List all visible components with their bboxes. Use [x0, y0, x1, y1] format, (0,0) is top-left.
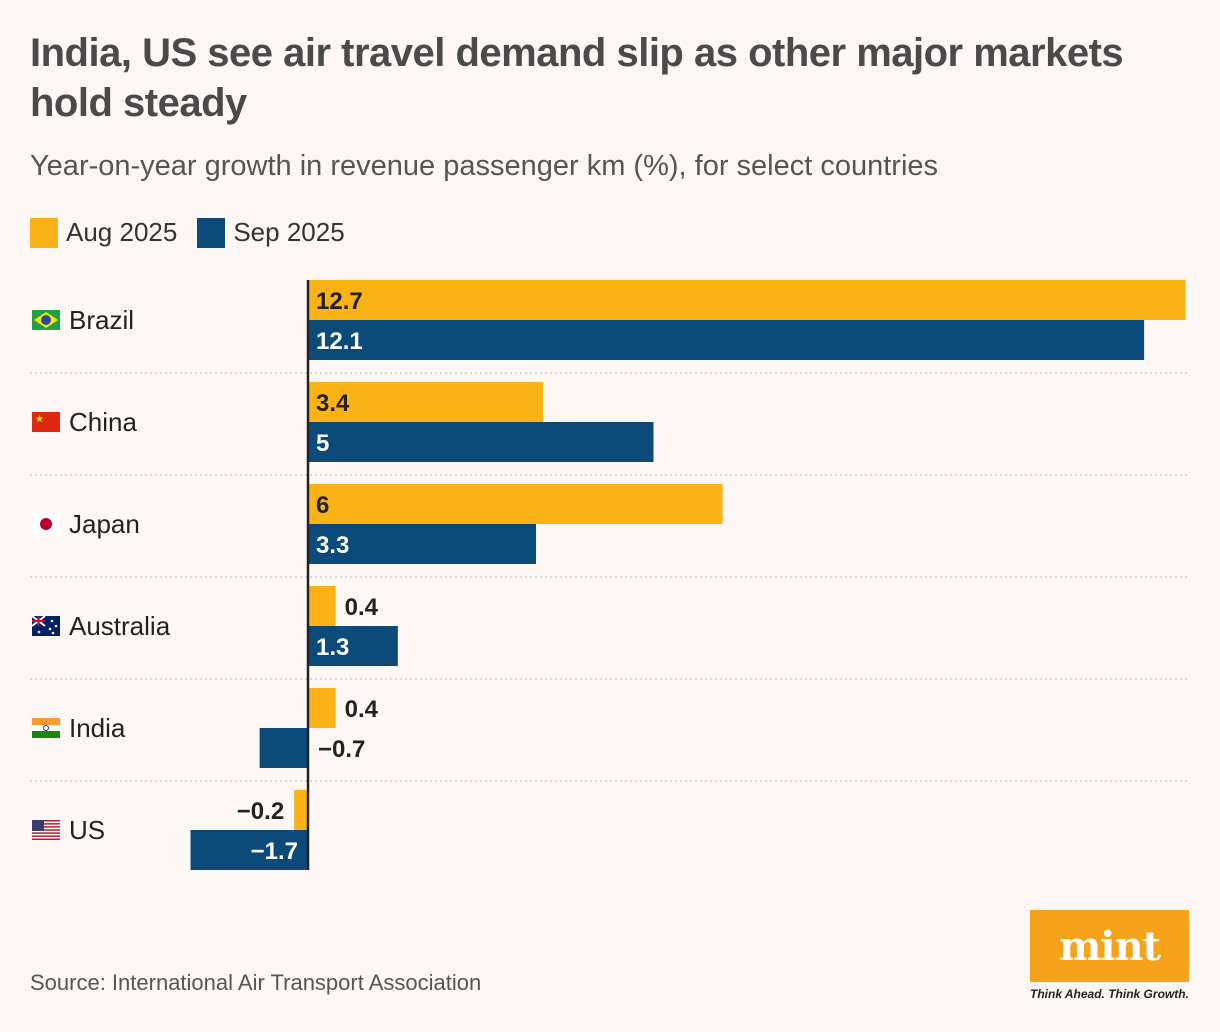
bar-china-sep: [308, 422, 654, 462]
legend-item-sep: Sep 2025: [197, 217, 345, 248]
data-label-japan-aug: 6: [316, 492, 329, 519]
data-label-brazil-sep: 12.1: [316, 328, 363, 355]
data-label-china-sep: 5: [316, 430, 329, 457]
chart-title: India, US see air travel demand slip as …: [30, 31, 1124, 125]
category-label-japan: Japan: [69, 509, 140, 539]
bar-chart: Brazil 12.7 12.1 ★ China 3.4 5 Japan 6 3.3 Austral…: [30, 280, 1188, 870]
bar-brazil-sep: [308, 320, 1145, 360]
mint-logo-text: mint: [1058, 922, 1161, 970]
chart-subtitle: Year-on-year growth in revenue passenger…: [30, 150, 939, 182]
svg-text:★: ★: [35, 414, 44, 425]
japan-flag-icon: [32, 514, 60, 534]
bar-china-aug: [308, 382, 543, 422]
data-label-australia-sep: 1.3: [316, 634, 349, 661]
india-flag-icon: [32, 718, 60, 738]
us-flag-icon: [32, 820, 60, 840]
data-label-us-sep: −1.7: [251, 838, 298, 865]
data-label-japan-sep: 3.3: [316, 532, 349, 559]
data-label-china-aug: 3.4: [316, 390, 350, 417]
china-flag-icon: ★: [32, 412, 60, 432]
bar-australia-sep: [308, 626, 398, 666]
legend-item-aug: Aug 2025: [30, 217, 177, 248]
category-label-us: US: [69, 815, 105, 845]
category-label-china: China: [69, 407, 137, 437]
data-label-us-aug: −0.2: [237, 798, 284, 825]
bar-japan-aug: [308, 484, 723, 524]
bar-us-sep: [190, 830, 308, 870]
legend-swatch-sep: [197, 217, 226, 248]
bar-japan-sep: [308, 524, 537, 564]
mint-logo: mint: [1030, 910, 1189, 982]
data-label-brazil-aug: 12.7: [316, 288, 363, 315]
bar-india-aug: [308, 688, 336, 728]
bar-india-sep: [259, 728, 308, 768]
legend-swatch-aug: [30, 217, 58, 248]
bar-us-aug: [294, 790, 308, 830]
category-label-australia: Australia: [69, 611, 171, 641]
data-label-india-sep: −0.7: [318, 736, 365, 763]
bar-brazil-aug: [308, 280, 1186, 320]
legend-label-aug: Aug 2025: [66, 217, 178, 247]
brazil-flag-icon: [32, 310, 60, 330]
bar-australia-aug: [308, 586, 336, 626]
legend: Aug 2025 Sep 2025: [30, 217, 345, 248]
data-label-india-aug: 0.4: [345, 696, 379, 723]
mint-tagline: Think Ahead. Think Growth.: [1030, 987, 1189, 1001]
data-label-australia-aug: 0.4: [345, 594, 379, 621]
legend-label-sep: Sep 2025: [233, 217, 345, 247]
category-label-brazil: Brazil: [69, 305, 134, 335]
category-label-india: India: [69, 713, 126, 743]
australia-flag-icon: [31, 615, 60, 636]
source-note: Source: International Air Transport Asso…: [30, 970, 482, 995]
